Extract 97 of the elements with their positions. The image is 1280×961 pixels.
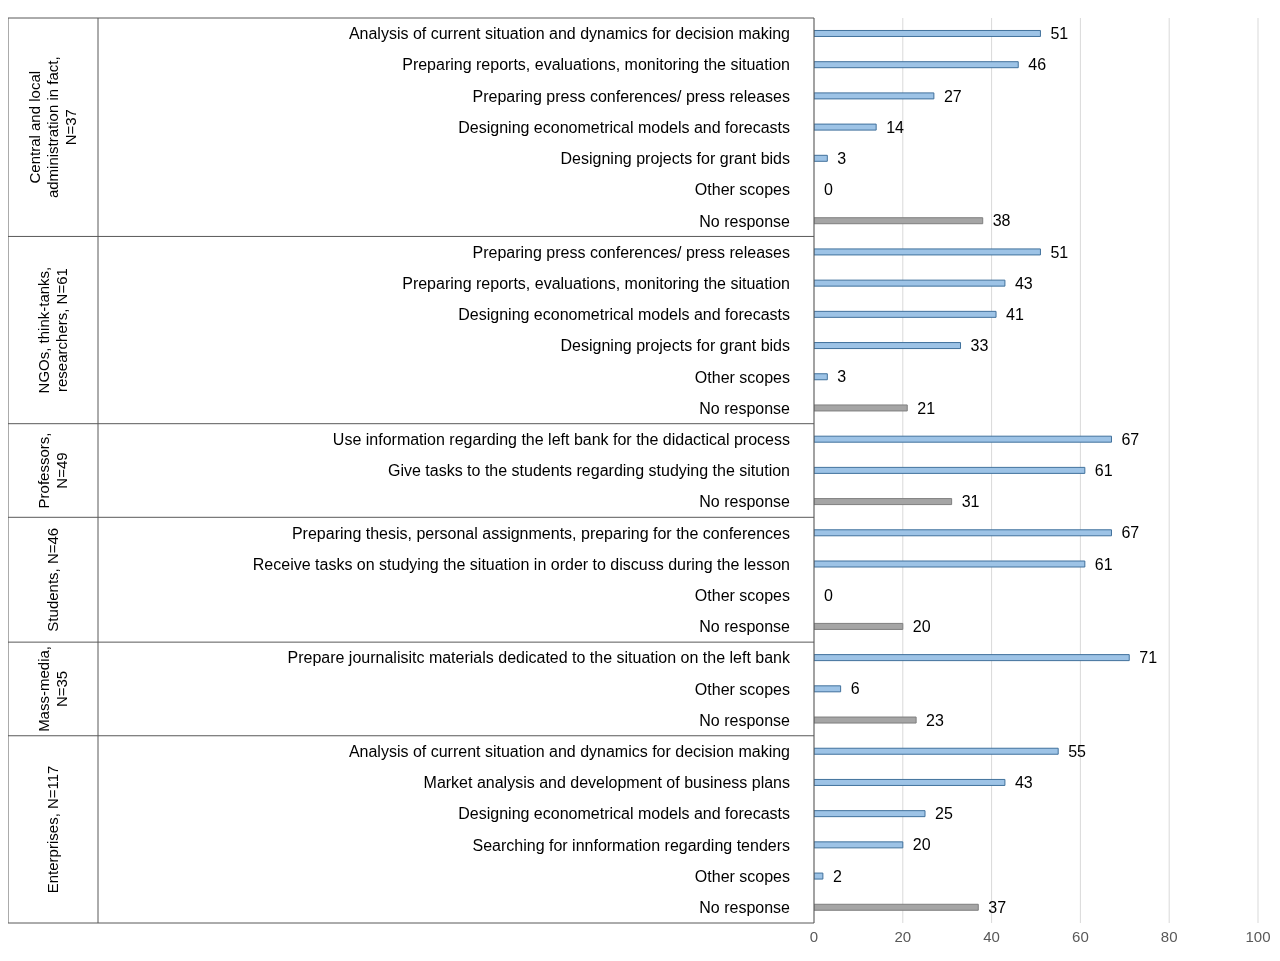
data-label: 3 xyxy=(837,368,847,386)
bar xyxy=(814,841,904,849)
y-tick-label: Prepare journalisitc materials dedicated to the situation on the left bank xyxy=(287,649,791,667)
text: Professors, N=49 xyxy=(35,432,70,509)
data-label: 51 xyxy=(1050,243,1069,261)
y-tick-label: Preparing thesis, personal assignments, preparing for the conferences xyxy=(291,524,790,542)
x-tick-label: 20 xyxy=(894,927,912,945)
x-tick-label: 40 xyxy=(983,927,1000,945)
y-tick-label: Preparing press conferences/ press releases xyxy=(472,87,790,105)
x-tick-label: 100 xyxy=(1245,927,1271,945)
data-label: 67 xyxy=(1121,430,1140,448)
bar xyxy=(814,872,824,880)
y-tick-label: No response xyxy=(699,899,791,917)
y-tick-label: Other scopes xyxy=(694,867,790,885)
bar xyxy=(814,747,1059,755)
bar xyxy=(814,310,997,318)
data-label: 20 xyxy=(912,836,931,854)
bar xyxy=(814,279,1006,287)
bar xyxy=(814,248,1041,256)
bar xyxy=(814,373,828,381)
bar xyxy=(814,404,908,412)
y-tick-label: Other scopes xyxy=(694,368,790,386)
data-label: 38 xyxy=(992,212,1011,230)
bar xyxy=(814,810,926,818)
y-tick-label: Analysis of current situation and dynamics for decision making xyxy=(348,25,790,43)
bar xyxy=(814,61,1019,69)
y-tick-label: Preparing press conferences/ press releases xyxy=(472,243,790,261)
y-tick-label: Designing econometrical models and forecasts xyxy=(458,118,790,136)
y-tick-label: Preparing reports, evaluations, monitoring the situation xyxy=(402,274,790,292)
bar xyxy=(814,716,917,724)
data-label: 43 xyxy=(1014,774,1033,792)
data-label: 21 xyxy=(917,399,936,417)
bar xyxy=(814,217,984,225)
bar xyxy=(814,92,935,100)
data-label: 0 xyxy=(824,181,833,199)
bar xyxy=(814,685,842,693)
y-tick-label: Designing econometrical models and forecasts xyxy=(458,306,790,324)
y-tick-label: Preparing reports, evaluations, monitoring the situation xyxy=(402,56,790,74)
y-tick-label: Designing projects for grant bids xyxy=(560,337,790,355)
y-tick-label: No response xyxy=(699,399,791,417)
y-tick-label: Other scopes xyxy=(694,587,790,605)
bar xyxy=(814,342,962,350)
data-label: 20 xyxy=(912,618,931,636)
bar xyxy=(814,123,877,131)
data-label: 71 xyxy=(1139,649,1158,667)
x-tick-label: 60 xyxy=(1072,927,1089,945)
bar xyxy=(814,778,1006,786)
data-label: 3 xyxy=(837,149,847,167)
x-tick-label: 80 xyxy=(1160,927,1178,945)
y-tick-label: No response xyxy=(699,212,791,230)
data-label: 0 xyxy=(824,586,833,604)
data-label: 25 xyxy=(935,805,953,823)
data-label: 61 xyxy=(1094,462,1113,479)
data-label: 33 xyxy=(970,337,989,355)
y-tick-label: No response xyxy=(699,493,791,511)
data-label: 2 xyxy=(832,867,842,885)
text: NGOs, think-tanks, researchers, N=61 xyxy=(35,266,70,394)
data-label: 37 xyxy=(988,898,1007,916)
bar xyxy=(814,903,979,911)
data-label: 14 xyxy=(886,118,905,136)
data-label: 51 xyxy=(1050,25,1069,43)
bar xyxy=(814,466,1086,474)
data-label: 6 xyxy=(850,680,860,698)
text: Students, N=46 xyxy=(44,527,61,632)
data-label: 31 xyxy=(961,493,980,511)
data-label: 23 xyxy=(926,711,945,729)
y-tick-label: Other scopes xyxy=(694,680,790,698)
data-label: 43 xyxy=(1014,274,1033,292)
x-tick-label: 0 xyxy=(809,927,819,945)
text: Enterprises, N=117 xyxy=(44,765,61,894)
y-tick-label: No response xyxy=(699,711,791,729)
data-label: 41 xyxy=(1006,305,1024,323)
bar xyxy=(814,654,1130,662)
y-tick-label: Analysis of current situation and dynamics for decision making xyxy=(348,743,790,761)
y-tick-label: Designing projects for grant bids xyxy=(560,150,790,168)
y-tick-label: Receive tasks on studying the situation in order to discuss during the lesson xyxy=(252,555,790,573)
bar xyxy=(814,435,1112,443)
bar xyxy=(814,622,904,630)
y-tick-label: Searching for innformation regarding tenders xyxy=(472,836,790,854)
bar xyxy=(814,29,1041,37)
data-label: 67 xyxy=(1121,524,1140,542)
text: Mass-media, N=35 xyxy=(35,646,70,732)
y-tick-label: Designing econometrical models and forecasts xyxy=(458,805,790,823)
y-tick-label: Use information regarding the left bank for the didactical process xyxy=(332,430,790,448)
y-tick-label: Other scopes xyxy=(694,181,790,199)
data-label: 27 xyxy=(943,87,962,105)
data-label: 46 xyxy=(1028,56,1047,74)
y-tick-label: No response xyxy=(699,618,791,636)
bar xyxy=(814,154,828,162)
bar xyxy=(814,529,1112,537)
text: Central and local administration in fact, N=37 xyxy=(26,56,79,199)
data-label: 61 xyxy=(1094,555,1113,573)
y-tick-label: Give tasks to the students regarding studying the sitution xyxy=(387,462,790,480)
bar xyxy=(814,498,953,506)
bar xyxy=(814,560,1086,568)
data-label: 55 xyxy=(1068,742,1087,760)
y-tick-label: Market analysis and development of business plans xyxy=(423,774,790,792)
